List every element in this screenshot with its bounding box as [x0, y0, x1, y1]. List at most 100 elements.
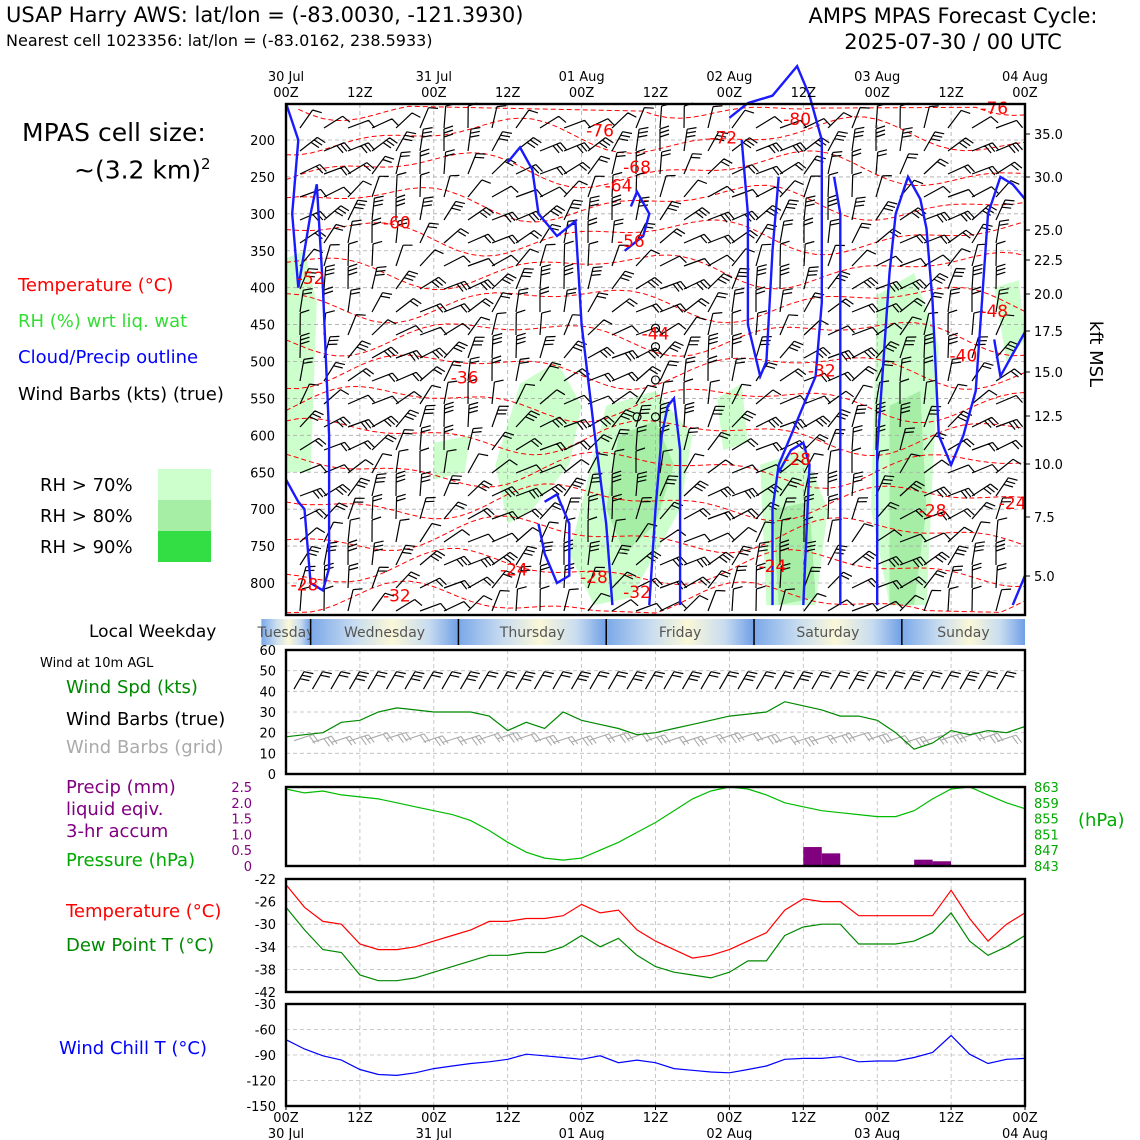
cell-size-value-text: ~(3.2 km)	[74, 155, 201, 185]
bottom-time-label: 00Z	[717, 1111, 743, 1126]
bottom-date-label: 01 Aug	[559, 1127, 605, 1140]
bottom-date-label: 31 Jul	[416, 1127, 452, 1140]
cloud-outline	[648, 395, 682, 606]
pressure-tick-label: 350	[250, 245, 275, 260]
temperature-contour	[285, 251, 1026, 291]
wind-panel-tick-label: 30	[259, 706, 276, 721]
cloud-outline	[537, 492, 571, 585]
bottom-time-label: 00Z	[569, 1111, 595, 1126]
precip-bar	[803, 847, 822, 866]
precip-symbol	[650, 342, 661, 352]
kft-tick-label: 30.0	[1034, 171, 1063, 186]
temperature-contour-label: -80	[783, 110, 811, 130]
pressure-tick-label: 847	[1034, 844, 1059, 859]
rh80-swatch	[158, 500, 211, 531]
cell-size-value: ~(3.2 km)2	[74, 155, 211, 184]
nearest-cell-subtitle: Nearest cell 1023356: lat/lon = (-83.016…	[6, 31, 433, 50]
wind-panel-tick-label: 20	[259, 727, 276, 742]
cell-size-label: MPAS cell size:	[22, 118, 206, 147]
dewpoint-label: Dew Point T (°C)	[66, 935, 215, 956]
weekday-band	[606, 619, 755, 645]
temp-panel-tick-label: -42	[255, 986, 276, 1001]
top-date-label: 01 Aug	[559, 70, 605, 85]
wind-chill-label: Wind Chill T (°C)	[59, 1038, 207, 1059]
temperature-contour	[285, 286, 1026, 324]
temperature-contour	[285, 515, 1026, 554]
pressure-tick-label: 750	[250, 540, 275, 555]
bottom-time-label: 12Z	[495, 1111, 521, 1126]
top-time-label: 12Z	[791, 86, 817, 101]
rh-region	[433, 435, 471, 480]
cloud-outline	[993, 331, 1027, 380]
cloud-outline	[284, 102, 331, 593]
wind-barbs-true	[293, 671, 1017, 690]
precip-tick-label: 2.0	[231, 797, 252, 812]
temperature-contour-label: -24	[759, 557, 787, 577]
cross-section-frame	[284, 102, 1027, 617]
pressure-tick-label: 550	[250, 392, 275, 407]
temperature-contour-label: -44	[642, 324, 670, 344]
temperature-contour	[285, 150, 1026, 189]
kft-tick-label: 17.5	[1034, 325, 1063, 340]
local-weekday-label: Local Weekday	[89, 622, 217, 642]
temp-panel-tick-label: -30	[255, 918, 276, 933]
weekday-band	[754, 619, 902, 645]
precip-symbol	[650, 375, 661, 385]
pressure-tick-label: 400	[250, 282, 275, 297]
bottom-time-label: 12Z	[643, 1111, 669, 1126]
wind-panel-tick-label: 0	[268, 768, 276, 783]
precip-bar	[821, 853, 841, 866]
precip-symbol	[632, 412, 642, 422]
pressure-tick-label: 863	[1034, 781, 1059, 796]
rh90-label: RH > 90%	[40, 537, 133, 558]
rh80-label: RH > 80%	[40, 506, 133, 527]
chill-panel-tick-label: -30	[255, 998, 276, 1013]
temperature-contour-label: -24	[500, 561, 528, 581]
temp-panel-frame	[284, 877, 1027, 994]
bottom-time-label: 12Z	[938, 1111, 964, 1126]
temperature-contour-label: -64	[605, 177, 633, 197]
pressure-tick-label: 855	[1034, 813, 1059, 828]
temperature-contour-label: -28	[291, 575, 319, 595]
top-time-label: 00Z	[864, 86, 890, 101]
top-date-label: 02 Aug	[706, 70, 752, 85]
wind-panel-frame	[284, 648, 1027, 776]
forecast-cycle-title: AMPS MPAS Forecast Cycle: 2025-07-30 / 0…	[760, 3, 1140, 55]
temperature-contour-label: -72	[709, 129, 737, 149]
temperature-contour-label: -32	[623, 583, 651, 603]
precip-bar	[932, 861, 952, 866]
top-time-label: 00Z	[717, 86, 743, 101]
kft-tick-label: 15.0	[1034, 366, 1063, 381]
temperature-contour-label: -28	[580, 568, 608, 588]
cloud-outline	[740, 139, 780, 381]
rh70-swatch	[158, 469, 211, 500]
top-time-label: 00Z	[421, 86, 447, 101]
bottom-date-label: 30 Jul	[268, 1127, 304, 1140]
kft-tick-label: 25.0	[1034, 224, 1063, 239]
pressure-tick-label: 200	[250, 134, 275, 149]
kft-tick-label: 10.0	[1034, 458, 1063, 473]
pressure-tick-label: 851	[1034, 828, 1059, 843]
temperature-contour-label: -28	[919, 502, 947, 522]
cloud-outline	[777, 440, 811, 606]
legend-wind-barbs: Wind Barbs (kts) (true)	[18, 384, 224, 405]
forecast-cycle-line2: 2025-07-30 / 00 UTC	[844, 30, 1062, 54]
precip-bar	[914, 859, 933, 866]
precip-liquid-label: liquid eqiv.	[66, 799, 164, 820]
bottom-date-label: 04 Aug	[1002, 1127, 1048, 1140]
kft-tick-label: 12.5	[1034, 410, 1063, 425]
chill-panel-tick-label: -150	[246, 1100, 276, 1115]
precip-tick-label: 0.5	[231, 844, 252, 859]
pressure-tick-label: 300	[250, 208, 275, 223]
precip-tick-label: 1.5	[231, 813, 252, 828]
temperature-line	[285, 884, 1026, 959]
pressure-tick-label: 600	[250, 429, 275, 444]
chill-panel-tick-label: -90	[255, 1049, 276, 1064]
bottom-time-label: 00Z	[1012, 1111, 1038, 1126]
pressure-tick-label: 500	[250, 356, 275, 371]
precip-label: Precip (mm)	[66, 777, 176, 798]
temperature-contour-label: -32	[383, 586, 411, 606]
precip-accum-label: 3-hr accum	[66, 821, 169, 842]
precip-tick-label: 0	[244, 860, 252, 875]
weekday-band	[901, 619, 1025, 645]
